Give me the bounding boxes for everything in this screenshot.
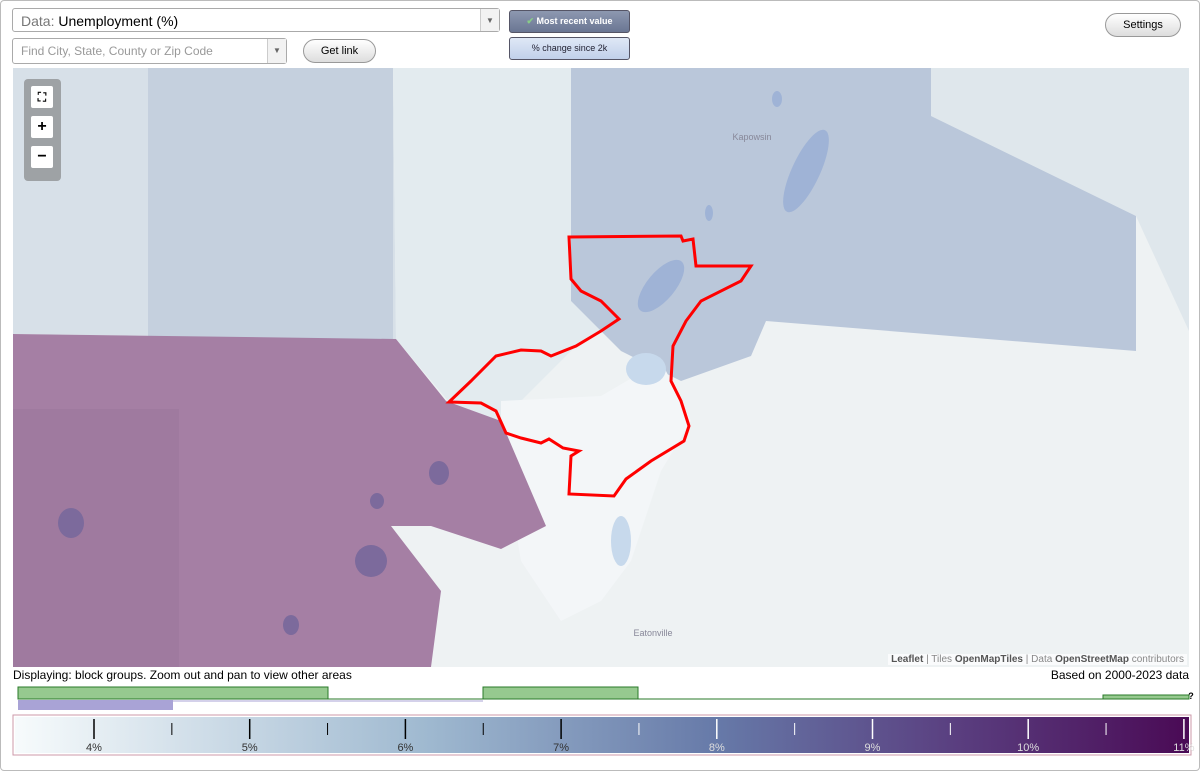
legend-label: 7% (553, 742, 569, 754)
legend-frame (12, 714, 1192, 756)
data-range-note: Based on 2000-2023 data (1050, 668, 1189, 682)
settings-button[interactable]: Settings (1105, 13, 1181, 37)
place-label: Eatonville (633, 628, 672, 638)
search-box[interactable]: Find City, State, County or Zip Code ▼ (12, 38, 287, 64)
attribution-link[interactable]: OpenStreetMap (1055, 654, 1129, 665)
legend-label: 9% (865, 742, 881, 754)
place-label: Kapowsin (732, 132, 771, 142)
legend-label: 6% (397, 742, 413, 754)
histogram-bar (1102, 694, 1190, 700)
most-recent-toggle[interactable]: ✔ Most recent value (509, 10, 630, 33)
attribution-text: contributors (1131, 654, 1184, 665)
histogram-bar (17, 686, 329, 700)
fullscreen-button[interactable]: ⛶ (31, 86, 53, 108)
legend-label: 4% (86, 742, 102, 754)
region (571, 68, 1136, 381)
legend-label: 5% (242, 742, 258, 754)
get-link-button[interactable]: Get link (303, 39, 376, 63)
attribution-text: | Data (1025, 654, 1053, 665)
zoom-out-button[interactable]: − (31, 146, 53, 168)
data-value: Unemployment (%) (58, 13, 179, 29)
most-recent-label: Most recent value (536, 16, 613, 26)
attribution-link[interactable]: Leaflet (891, 654, 924, 665)
legend-label: 8% (709, 742, 725, 754)
selected-area-outline (445, 234, 754, 498)
histogram-bar (482, 686, 639, 700)
map: Kapowsin Eatonville (13, 68, 1189, 667)
data-label: Data: (21, 13, 55, 29)
legend-gradient (15, 717, 1189, 753)
map-controls: ⛶ + − (24, 79, 61, 181)
dropdown-arrow[interactable]: ▼ (480, 9, 499, 31)
pct-change-toggle[interactable]: % change since 2k (509, 37, 630, 60)
display-note: Displaying: block groups. Zoom out and p… (13, 668, 352, 682)
legend-ticks: 4% 5% 6% 7% 8% 9% 10% 11% (86, 719, 1195, 754)
data-select[interactable]: Data: Unemployment (%) ▼ (12, 8, 500, 32)
attribution: Leaflet | Tiles OpenMapTiles | Data Open… (888, 654, 1187, 665)
help-mark[interactable]: ? (1188, 691, 1194, 701)
lakes (58, 461, 449, 635)
dropdown-arrow[interactable]: ▼ (267, 39, 286, 63)
region (13, 409, 179, 667)
lakes (611, 91, 829, 566)
search-placeholder: Find City, State, County or Zip Code (21, 44, 213, 58)
region (393, 68, 601, 421)
histogram-bar (18, 700, 173, 710)
attribution-text: | Tiles (926, 654, 953, 665)
legend-label: 11% (1173, 742, 1194, 754)
region (931, 68, 1189, 331)
region (501, 361, 691, 621)
legend-label: 10% (1017, 742, 1039, 754)
attribution-link[interactable]: OpenMapTiles (954, 654, 1023, 665)
zoom-in-button[interactable]: + (31, 116, 53, 138)
legend: ? 4% 5% 6% 7% 8% 9% 10% 11% (12, 686, 1195, 756)
region (148, 68, 393, 341)
